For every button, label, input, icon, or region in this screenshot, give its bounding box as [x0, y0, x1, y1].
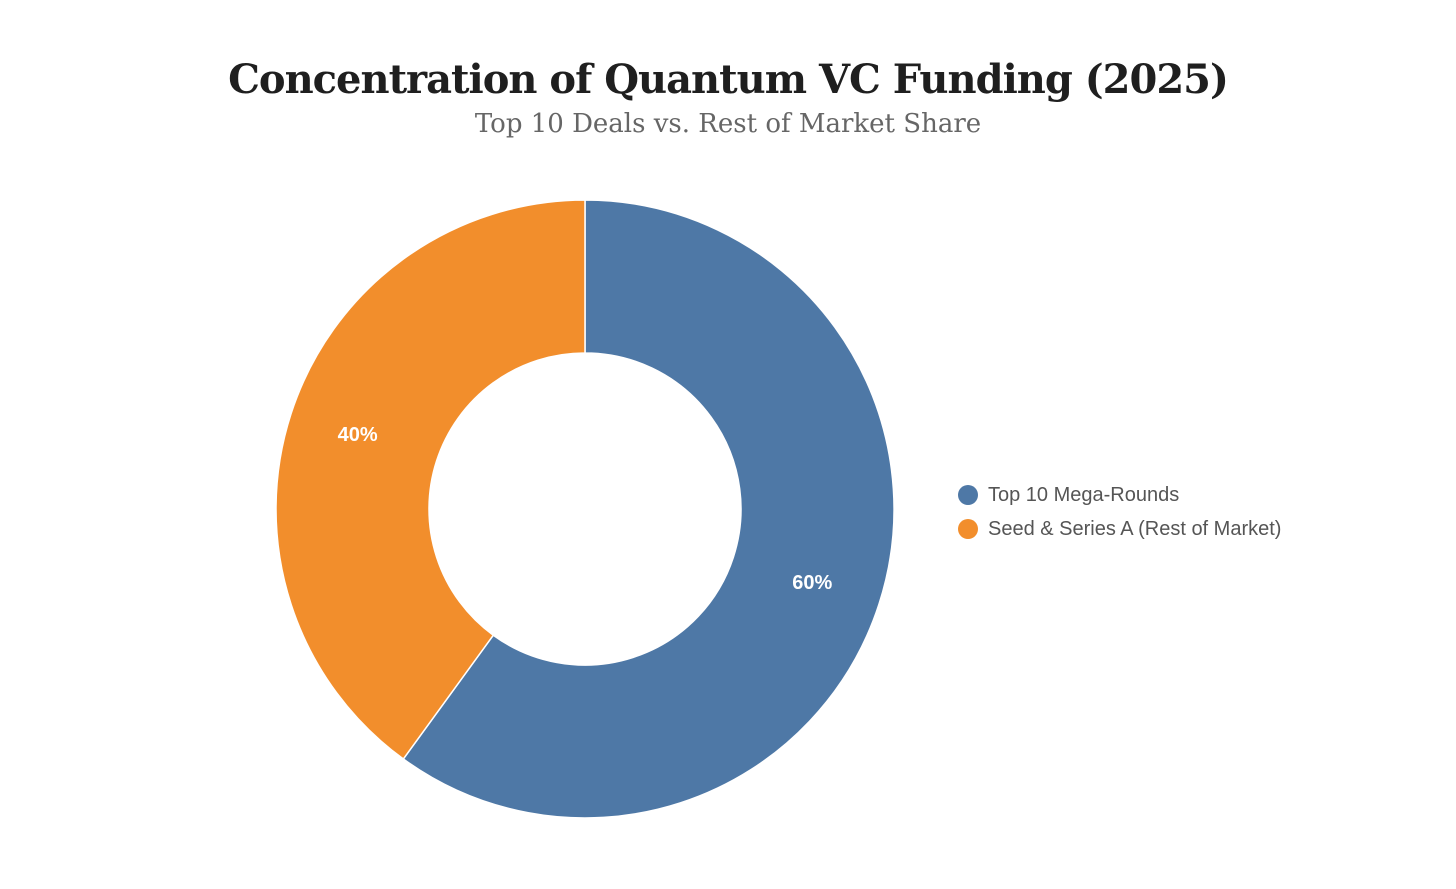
legend-label: Seed & Series A (Rest of Market) — [988, 517, 1282, 540]
donut-slice-labels: 60% 40% — [338, 424, 833, 594]
donut-slice-2[interactable] — [275, 199, 586, 761]
legend-item-top-10-mega-rounds[interactable]: Top 10 Mega-Rounds — [958, 478, 1281, 512]
chart-subtitle: Top 10 Deals vs. Rest of Market Share — [474, 109, 982, 139]
legend-swatch-icon — [958, 485, 978, 505]
legend-swatch-icon — [958, 519, 978, 539]
legend-label: Top 10 Mega-Rounds — [988, 483, 1180, 506]
donut-slices — [275, 199, 895, 819]
donut-slice-1[interactable] — [402, 199, 895, 819]
legend-item-seed-series-a[interactable]: Seed & Series A (Rest of Market) — [958, 512, 1281, 546]
chart-title: Concentration of Quantum VC Funding (202… — [228, 56, 1229, 103]
chart-legend: Top 10 Mega-Rounds Seed & Series A (Rest… — [958, 478, 1281, 546]
slice-value-label-2: 40% — [338, 424, 378, 446]
slice-value-label-1: 60% — [792, 572, 832, 594]
